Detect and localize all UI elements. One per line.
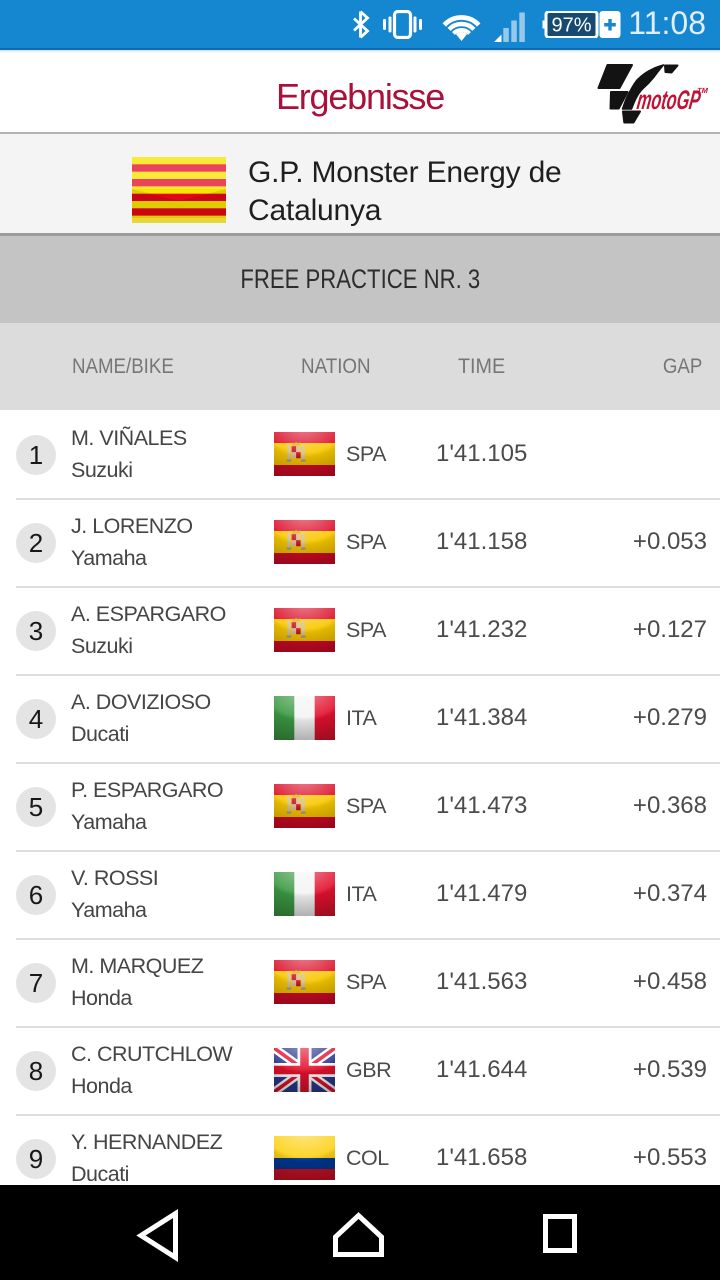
svg-text:97%: 97% — [551, 15, 591, 37]
svg-text:motoGP: motoGP — [635, 85, 702, 115]
svg-text:TM: TM — [696, 86, 709, 95]
